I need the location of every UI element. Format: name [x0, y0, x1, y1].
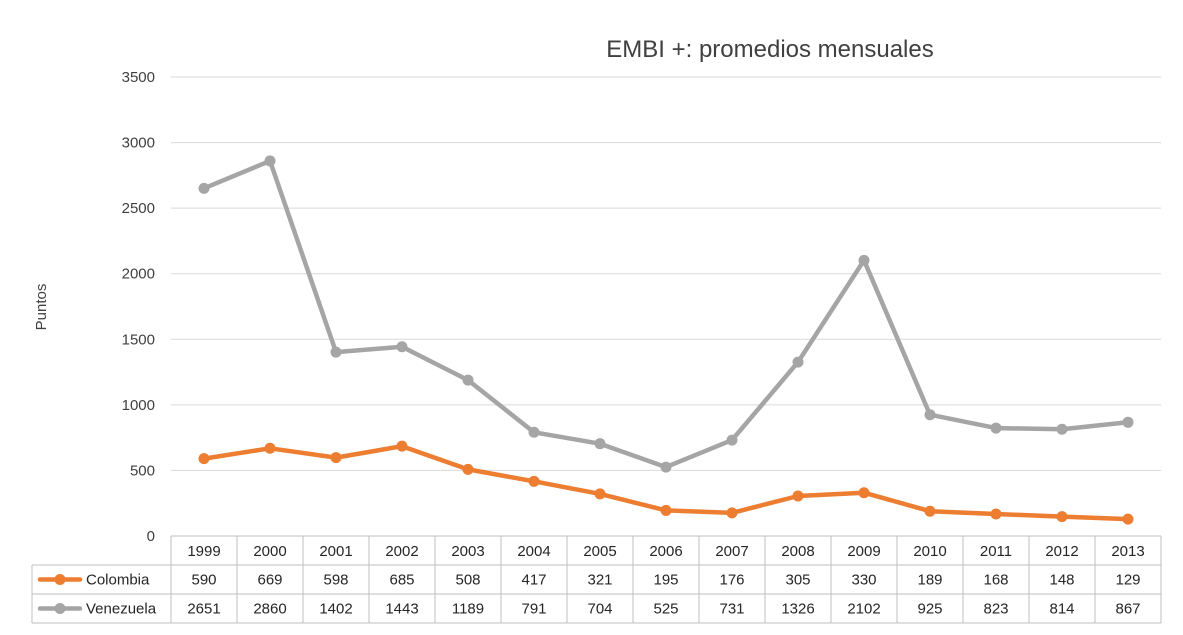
data-label: 321: [587, 572, 612, 589]
data-point: [462, 463, 474, 475]
x-tick-label: 2002: [385, 543, 418, 560]
data-point: [858, 254, 870, 266]
data-point: [660, 461, 672, 473]
chart-title: EMBI +: promedios mensuales: [606, 36, 933, 63]
x-tick-label: 2012: [1045, 543, 1078, 560]
data-point: [330, 346, 342, 358]
x-tick-label: 2010: [913, 543, 946, 560]
x-tick-label: 2006: [649, 543, 682, 560]
data-label: 2102: [847, 601, 880, 618]
data-label: 731: [719, 601, 744, 618]
data-point: [990, 508, 1002, 520]
data-label: 2651: [187, 601, 220, 618]
data-point: [726, 507, 738, 519]
data-label: 814: [1049, 601, 1074, 618]
data-label: 598: [323, 572, 348, 589]
y-tick-label: 2500: [122, 200, 155, 217]
data-point: [594, 438, 606, 450]
data-point: [264, 155, 276, 167]
data-point: [462, 374, 474, 386]
data-label: 195: [653, 572, 678, 589]
data-point: [660, 504, 672, 516]
data-point: [198, 182, 210, 194]
data-label: 129: [1115, 572, 1140, 589]
data-point: [528, 426, 540, 438]
data-label: 1189: [452, 601, 484, 618]
data-label: 525: [653, 601, 678, 618]
x-tick-label: 2009: [847, 543, 880, 560]
data-point: [396, 341, 408, 353]
data-label: 867: [1115, 601, 1140, 618]
series-line-venezuela: [201, 158, 1131, 470]
y-tick-label: 2000: [122, 266, 155, 283]
data-point: [198, 453, 210, 465]
data-label: 1402: [319, 601, 352, 618]
data-point: [858, 487, 870, 499]
x-tick-label: 2000: [253, 543, 286, 560]
data-label: 823: [983, 601, 1008, 618]
data-label: 148: [1049, 572, 1074, 589]
series-lines: [198, 155, 1134, 525]
y-tick-label: 1000: [122, 397, 155, 414]
data-label: 791: [521, 601, 546, 618]
data-point: [792, 356, 804, 368]
data-point: [726, 434, 738, 446]
x-tick-label: 2001: [319, 543, 352, 560]
data-point: [1056, 423, 1068, 435]
x-tick-label: 2004: [517, 543, 550, 560]
data-point: [594, 488, 606, 500]
data-point: [924, 505, 936, 517]
legend-label: Venezuela: [86, 601, 157, 618]
series-venezuela: [198, 155, 1134, 473]
data-point: [330, 452, 342, 464]
x-tick-label: 2005: [583, 543, 616, 560]
data-label: 176: [719, 572, 744, 589]
data-label: 925: [917, 601, 942, 618]
data-label: 1443: [385, 601, 418, 618]
data-label: 168: [983, 572, 1008, 589]
data-point: [792, 490, 804, 502]
x-tick-label: 2007: [715, 543, 748, 560]
y-axis-ticks: 0 500 1000 1500 2000 2500 3000 3500: [122, 69, 155, 545]
x-tick-label: 2008: [781, 543, 814, 560]
data-label: 189: [917, 572, 942, 589]
data-label: 330: [851, 572, 876, 589]
y-tick-label: 0: [147, 528, 155, 545]
y-tick-label: 1500: [122, 331, 155, 348]
data-point: [396, 440, 408, 452]
legend-key-marker: [54, 574, 66, 585]
legend-label: Colombia: [86, 572, 150, 589]
data-label: 2860: [253, 601, 286, 618]
data-point: [924, 409, 936, 421]
data-point: [990, 422, 1002, 434]
x-tick-label: 2013: [1111, 543, 1144, 560]
y-tick-label: 3500: [122, 69, 155, 86]
data-label: 590: [191, 572, 216, 589]
x-tick-label: 1999: [187, 543, 220, 560]
y-tick-label: 3000: [122, 135, 155, 152]
series-colombia: [198, 440, 1134, 525]
data-label: 1326: [781, 601, 814, 618]
data-label: 508: [455, 572, 480, 589]
x-tick-label: 2003: [451, 543, 484, 560]
y-axis-label: Puntos: [33, 284, 50, 331]
data-point: [528, 475, 540, 487]
y-tick-label: 500: [130, 462, 155, 479]
data-point: [1122, 513, 1134, 525]
data-point: [1056, 511, 1068, 523]
data-label: 704: [587, 601, 612, 618]
data-label: 305: [785, 572, 810, 589]
data-label: 669: [257, 572, 282, 589]
x-tick-label: 2011: [980, 543, 1012, 560]
data-point: [1122, 416, 1134, 428]
data-point: [264, 442, 276, 454]
legend-key-marker: [54, 603, 66, 614]
gridlines: [171, 76, 1161, 471]
data-table: 1999 2000 2001 2002 2003 2004 2005 2006 2007 2008…: [31, 535, 1162, 624]
data-label: 685: [389, 572, 414, 589]
data-label: 417: [521, 572, 546, 589]
